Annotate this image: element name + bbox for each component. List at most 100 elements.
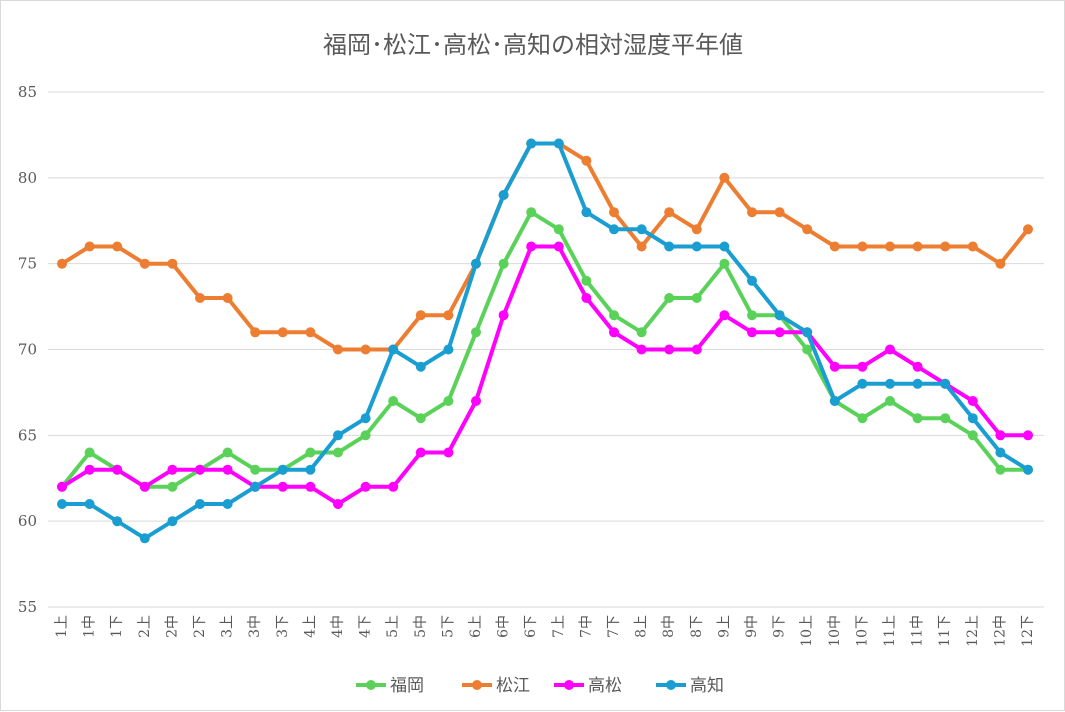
x-tick-label: 6下 xyxy=(523,615,539,638)
x-tick-label: 11下 xyxy=(937,615,953,647)
x-tick-label: 8下 xyxy=(689,615,705,638)
data-point xyxy=(498,190,509,200)
data-point xyxy=(250,481,261,492)
data-point xyxy=(719,241,730,252)
data-point xyxy=(443,396,454,406)
data-point xyxy=(443,447,454,458)
data-point xyxy=(691,344,702,355)
data-point xyxy=(967,241,978,252)
data-point xyxy=(139,533,150,544)
data-point xyxy=(664,293,675,303)
data-point xyxy=(581,293,592,303)
x-tick-label: 6中 xyxy=(496,615,512,638)
data-point xyxy=(995,258,1006,269)
data-point xyxy=(167,258,178,269)
y-tick-label: 75 xyxy=(18,255,37,273)
x-tick-label: 12上 xyxy=(965,615,981,647)
data-point xyxy=(112,241,123,252)
data-point xyxy=(250,464,261,475)
data-point xyxy=(1023,430,1033,441)
x-tick-label: 2中 xyxy=(164,615,180,638)
data-point xyxy=(609,224,619,235)
series-line xyxy=(60,210,1030,489)
series-3 xyxy=(57,138,1033,544)
x-tick-label: 4上 xyxy=(302,615,318,638)
y-tick-label: 85 xyxy=(18,83,37,101)
x-tick-label: 3下 xyxy=(275,615,291,638)
data-point xyxy=(885,378,895,389)
data-point xyxy=(305,481,316,492)
data-point xyxy=(857,241,868,252)
x-tick-label: 10上 xyxy=(799,615,815,647)
x-tick-label: 9上 xyxy=(716,615,732,638)
series-2 xyxy=(57,241,1033,509)
data-point xyxy=(664,207,675,218)
data-point xyxy=(857,378,868,389)
x-tick-label: 5下 xyxy=(440,615,456,638)
x-tick-label: 3中 xyxy=(247,615,263,638)
data-point xyxy=(333,447,343,458)
data-point xyxy=(1023,224,1033,235)
x-tick-label: 4中 xyxy=(330,615,346,638)
data-point xyxy=(360,430,371,441)
data-point xyxy=(636,327,647,338)
legend-swatch-marker xyxy=(666,680,676,690)
data-point xyxy=(829,396,840,406)
x-tick-label: 5中 xyxy=(413,615,429,638)
data-point xyxy=(857,413,868,424)
data-point xyxy=(139,481,150,492)
data-point xyxy=(471,396,481,406)
data-point xyxy=(167,464,178,475)
data-point xyxy=(195,464,205,475)
data-point xyxy=(277,464,288,475)
x-tick-label: 2下 xyxy=(192,615,208,638)
data-point xyxy=(747,310,757,321)
data-point xyxy=(747,207,757,218)
y-tick-label: 70 xyxy=(18,341,37,359)
series-line xyxy=(60,141,1030,541)
data-point xyxy=(636,241,647,252)
data-point xyxy=(885,396,895,406)
x-tick-label: 7上 xyxy=(551,615,567,638)
legend-label: 高松 xyxy=(588,676,622,696)
data-point xyxy=(967,430,978,441)
legend-item: 福岡 xyxy=(356,676,424,696)
data-point xyxy=(940,378,951,389)
data-point xyxy=(333,499,343,509)
y-tick-label: 80 xyxy=(18,169,37,187)
data-point xyxy=(664,344,675,355)
data-point xyxy=(388,396,399,406)
data-point xyxy=(443,344,454,355)
data-point xyxy=(84,447,95,458)
legend-swatch-marker xyxy=(564,680,574,690)
x-tick-label: 11中 xyxy=(910,615,926,647)
chart-title: 福岡･松江･高松･高知の相対湿度平年値 xyxy=(323,31,743,59)
data-point xyxy=(774,207,785,218)
data-point xyxy=(581,275,592,286)
data-point xyxy=(84,464,95,475)
legend-item: 高知 xyxy=(656,676,724,696)
data-point xyxy=(747,275,757,286)
data-point xyxy=(691,224,702,235)
data-point xyxy=(802,327,813,338)
data-point xyxy=(995,430,1006,441)
x-tick-label: 11上 xyxy=(882,615,898,647)
legend-label: 松江 xyxy=(496,676,530,696)
x-tick-label: 1中 xyxy=(82,615,98,638)
data-point xyxy=(415,310,426,321)
data-point xyxy=(471,327,481,338)
data-point xyxy=(719,258,730,269)
data-point xyxy=(581,207,592,218)
data-point xyxy=(691,293,702,303)
data-point xyxy=(112,464,123,475)
data-point xyxy=(553,224,564,235)
data-point xyxy=(112,516,123,527)
data-point xyxy=(912,361,923,372)
data-point xyxy=(857,361,868,372)
x-tick-label: 2上 xyxy=(137,615,153,638)
data-point xyxy=(57,499,67,509)
data-point xyxy=(333,430,343,441)
x-tick-label: 10下 xyxy=(854,615,870,647)
x-tick-label: 1上 xyxy=(54,615,70,638)
